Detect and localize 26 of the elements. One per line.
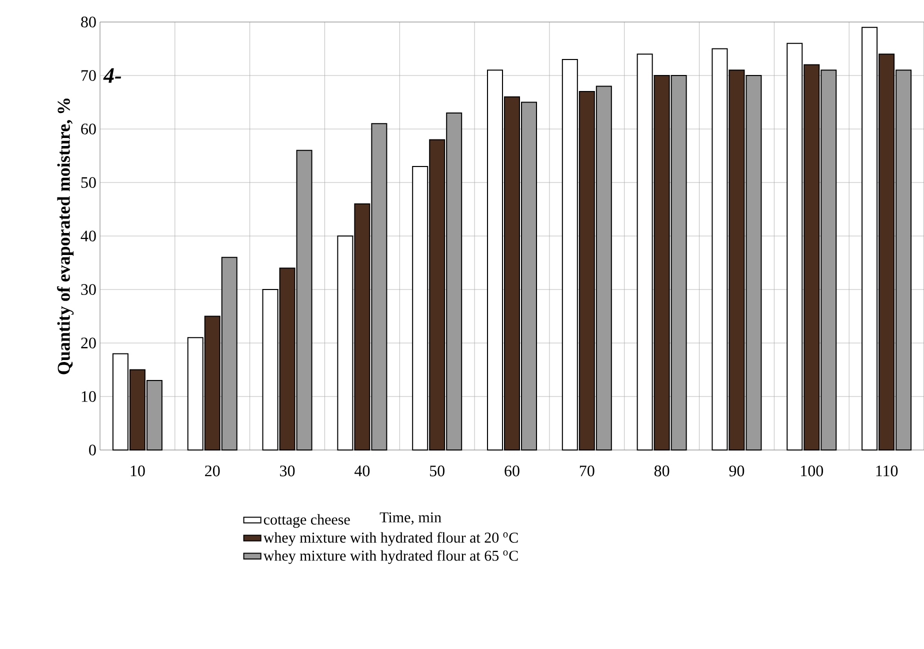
legend-label: whey mixture with hydrated flour at 20 $^{o}$C xyxy=(263,532,518,546)
x-tick-label: 30 xyxy=(280,466,295,476)
annotation: 4- xyxy=(103,68,122,83)
x-tick-label: 10 xyxy=(130,466,145,476)
y-tick-label: 0 xyxy=(89,444,96,456)
y-tick-label: 30 xyxy=(81,284,96,295)
x-axis-title: Time, min xyxy=(380,512,442,525)
x-tick-label: 50 xyxy=(430,466,444,476)
y-tick-label: 80 xyxy=(81,16,96,28)
y-tick-label: 20 xyxy=(81,338,96,348)
y-tick-label: 60 xyxy=(81,124,96,134)
x-tick-label: 20 xyxy=(205,466,220,476)
y-tick-label: 70 xyxy=(82,70,96,81)
x-tick-label: 80 xyxy=(654,466,670,476)
y-tick-label: 40 xyxy=(80,230,96,242)
y-axis-title: Quantity of evaporated moisture, % xyxy=(57,98,74,374)
legend-label: whey mixture with hydrated flour at 65 $^{o}$C xyxy=(263,550,518,564)
x-tick-label: 40 xyxy=(354,466,370,476)
x-tick-label: 60 xyxy=(504,466,520,476)
y-tick-label: 10 xyxy=(82,391,96,402)
legend-label: cottage cheese xyxy=(264,514,350,528)
x-tick-label: 110 xyxy=(876,466,898,476)
x-tick-label: 70 xyxy=(580,466,594,476)
y-tick-label: 50 xyxy=(81,177,96,188)
x-tick-label: 90 xyxy=(729,466,744,476)
x-tick-label: 100 xyxy=(801,466,824,476)
